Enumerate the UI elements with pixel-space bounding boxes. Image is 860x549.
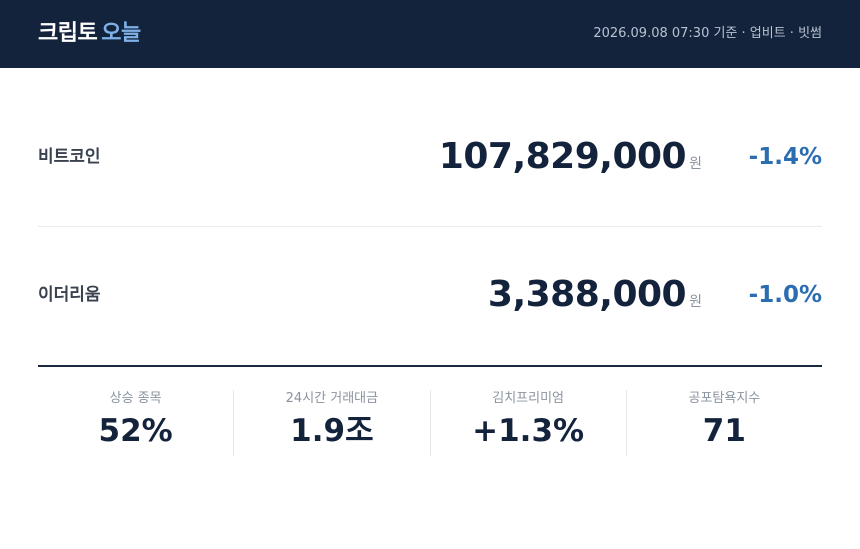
price: 107,829,000	[438, 136, 687, 177]
price-group: 107,829,000 원	[439, 127, 702, 187]
divider	[38, 365, 822, 367]
stat: 상승 종목 52%	[38, 390, 233, 456]
stat-label: 상승 종목	[109, 391, 162, 406]
stat-label: 공포탐욕지수	[688, 391, 761, 406]
stat: 김치프리미엄 +1.3%	[429, 390, 626, 456]
brand: 크립토 오늘	[38, 0, 141, 68]
asset-name: 비트코인	[38, 147, 101, 167]
stat-value: 71	[702, 413, 746, 449]
stat: 공포탐욕지수 71	[625, 390, 822, 456]
stat-label: 김치프리미엄	[492, 391, 564, 406]
stat-value: +1.3%	[472, 413, 585, 449]
unit: 원	[689, 294, 702, 310]
separator	[38, 226, 822, 227]
stat: 24시간 거래대금 1.9조	[233, 390, 429, 456]
stat-label: 24시간 거래대금	[285, 391, 379, 406]
meta: 2026.09.08 07:30 기준 · 업비트 · 빗썸	[593, 26, 822, 41]
header: 크립토 오늘 2026.09.08 07:30 기준 · 업비트 · 빗썸	[0, 0, 860, 68]
stat-value: 52%	[98, 413, 173, 449]
change: -1.4%	[748, 144, 822, 170]
stat-value: 1.9조	[290, 413, 374, 449]
price-group: 3,388,000 원	[488, 265, 702, 325]
unit: 원	[689, 156, 702, 172]
change: -1.0%	[748, 282, 822, 308]
asset-name: 이더리움	[38, 285, 101, 305]
brand-text: 크립토	[38, 21, 98, 46]
asset-row: 이더리움 3,388,000 원 -1.0%	[38, 265, 822, 325]
price: 3,388,000	[487, 274, 687, 315]
asset-row: 비트코인 107,829,000 원 -1.4%	[38, 127, 822, 187]
brand-accent: 오늘	[101, 21, 141, 46]
stats: 상승 종목 52% 24시간 거래대금 1.9조 김치프리미엄 +1.3% 공포탐욕지…	[38, 390, 822, 456]
